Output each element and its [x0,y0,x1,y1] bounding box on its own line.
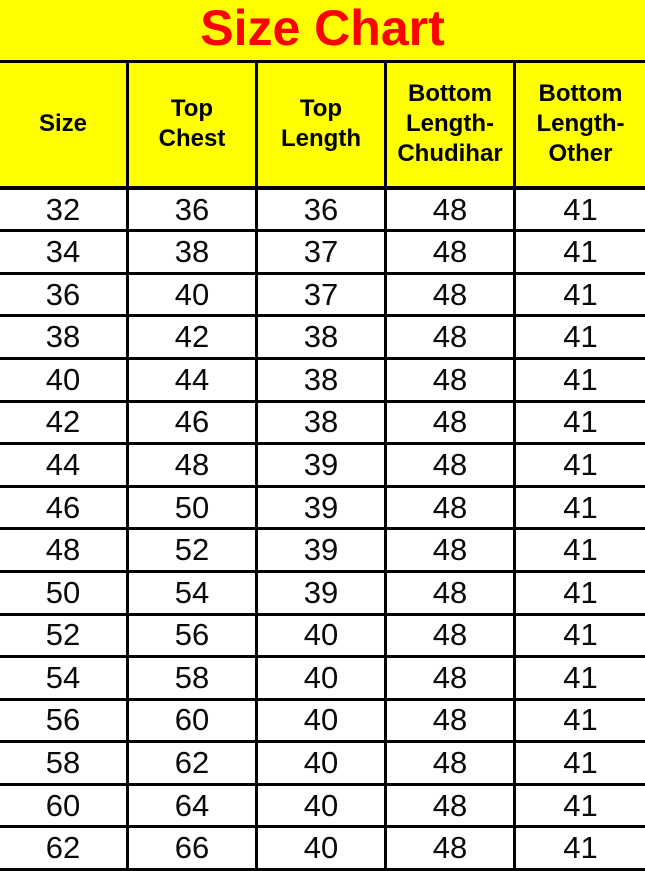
table-cell: 58 [129,658,258,701]
table-cell: 34 [0,232,129,275]
title-band: Size Chart [0,0,645,63]
table-cell: 62 [0,828,129,871]
table-cell: 41 [516,488,645,531]
table-cell: 48 [387,700,516,744]
table-cell: 41 [516,445,645,488]
table-cell: 39 [258,487,387,531]
table-cell: 38 [129,232,258,275]
table-cell: 40 [129,274,258,318]
table-cell: 36 [129,189,258,233]
table-cell: 48 [387,232,516,275]
table-cell: 39 [258,530,387,573]
table-body: 32 36 36 48 41 34 38 37 48 41 36 40 37 48 41 38 42 38 48 41… [0,189,645,871]
table-cell: 41 [516,616,645,659]
table-cell: 54 [129,572,258,616]
table-cell: 40 [258,785,387,829]
table-cell: 48 [387,743,516,786]
table-cell: 40 [258,828,387,871]
table-cell: 38 [0,317,129,361]
table-cell: 46 [0,487,129,531]
table-cell: 46 [129,402,258,446]
table-cell: 36 [0,274,129,318]
table-cell: 48 [387,274,516,318]
table-cell: 44 [0,445,129,488]
table-cell: 41 [516,828,645,871]
table-cell: 40 [0,360,129,403]
table-cell: 40 [258,658,387,701]
table-cell: 48 [387,615,516,659]
table-cell: 38 [258,317,387,361]
table-cell: 64 [129,785,258,829]
table-cell: 40 [258,700,387,744]
column-header: Bottom Length-Chudihar [387,62,516,186]
table-cell: 41 [516,743,645,786]
table-cell: 52 [129,530,258,573]
table-cell: 40 [258,743,387,786]
table-cell: 56 [0,700,129,744]
table-cell: 37 [258,232,387,275]
table-cell: 56 [129,615,258,659]
table-cell: 38 [258,360,387,403]
page-title: Size Chart [200,0,445,56]
table-cell: 60 [129,700,258,744]
table-cell: 42 [129,317,258,361]
table-cell: 48 [387,445,516,488]
table-cell: 62 [129,743,258,786]
table-cell: 48 [387,487,516,531]
column-header: Top Chest [129,62,258,186]
table-cell: 48 [387,658,516,701]
table-cell: 48 [387,572,516,616]
table-header-row: Size Top Chest Top Length Bottom Length-Chu… [0,62,645,190]
table-cell: 39 [258,445,387,488]
table-cell: 41 [516,786,645,829]
table-cell: 41 [516,360,645,403]
table-cell: 32 [0,189,129,233]
table-cell: 48 [387,189,516,233]
table-cell: 41 [516,275,645,318]
column-header: Bottom Length-Other [536,80,625,168]
table-cell: 41 [516,190,645,233]
table-cell: 48 [387,530,516,573]
table-cell: 48 [387,785,516,829]
table-cell: 54 [0,658,129,701]
table-cell: 48 [387,402,516,446]
table-cell: 48 [387,828,516,871]
table-cell: 48 [0,530,129,573]
table-cell: 38 [258,402,387,446]
table-cell: 41 [516,403,645,446]
table-cell: 41 [516,658,645,701]
table-cell: 40 [258,615,387,659]
table-cell: 36 [258,189,387,233]
table-cell: 42 [0,402,129,446]
table-cell: 39 [258,572,387,616]
column-header: Size [0,62,129,186]
table-cell: 41 [516,701,645,744]
table-cell: 50 [0,572,129,616]
table-cell: 41 [516,232,645,275]
table-cell: 48 [387,317,516,361]
table-cell: 37 [258,274,387,318]
table-cell: 48 [387,360,516,403]
table-cell: 48 [129,445,258,488]
table-cell: 58 [0,743,129,786]
table-cell: 44 [129,360,258,403]
table-cell: 66 [129,828,258,871]
table-cell: 41 [516,317,645,361]
table-cell: 41 [516,573,645,616]
table-cell: 60 [0,785,129,829]
table-cell: 41 [516,530,645,573]
table-cell: 50 [129,487,258,531]
column-header: Top Length [258,62,387,186]
table-cell: 52 [0,615,129,659]
